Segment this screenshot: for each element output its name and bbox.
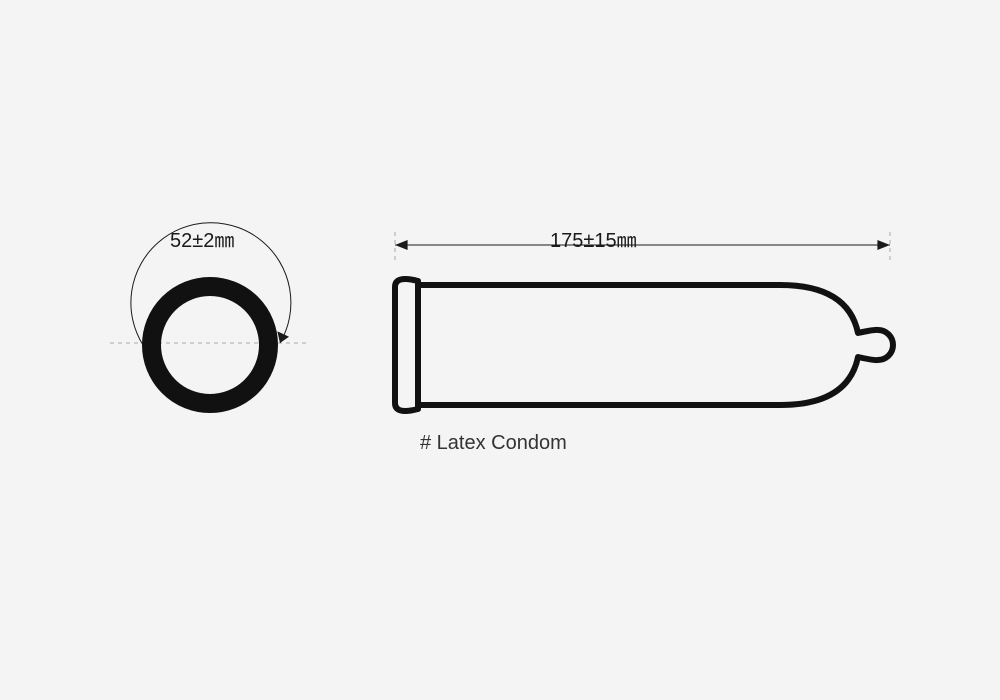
length-dimension-label: 175±15㎜ xyxy=(550,224,637,253)
diagram-svg xyxy=(0,0,1000,700)
diagram-canvas: 52±2㎜ 175±15㎜ # Latex Condom xyxy=(0,0,1000,700)
product-caption: # Latex Condom xyxy=(420,432,567,455)
ring-dimension-label: 52±2㎜ xyxy=(170,224,234,253)
